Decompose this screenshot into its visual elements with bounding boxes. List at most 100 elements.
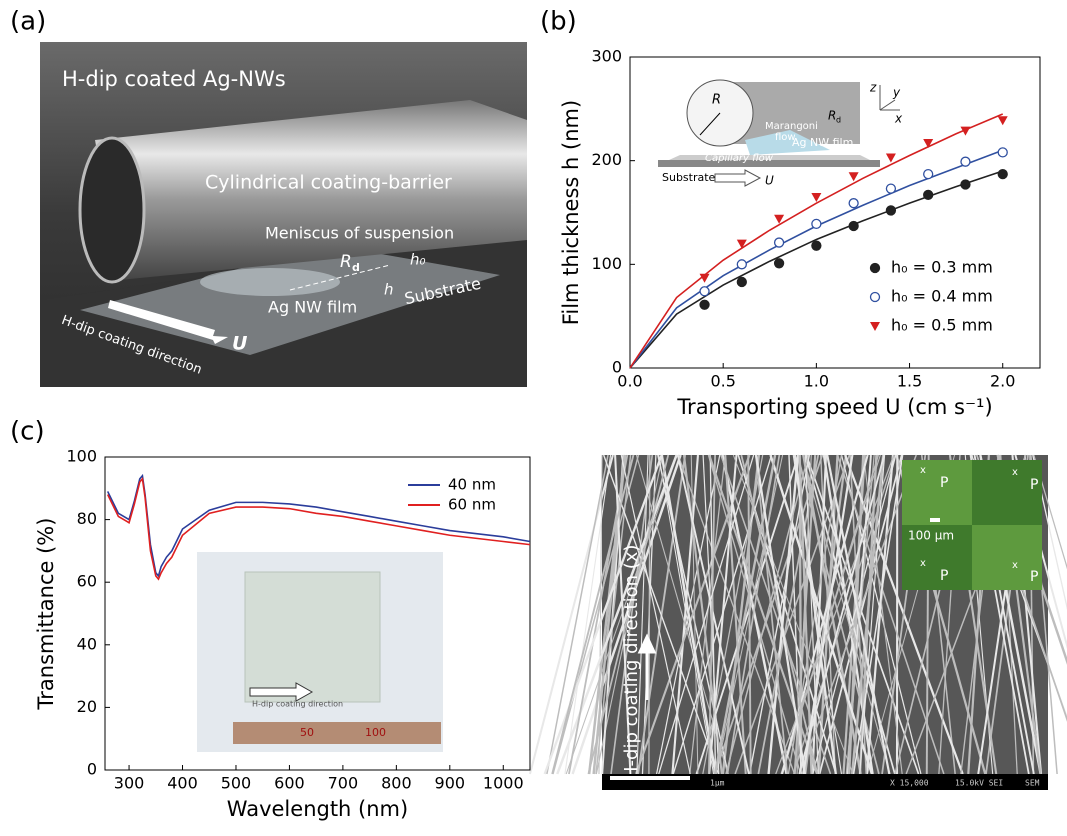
- x-tick-label: 1000: [483, 774, 524, 793]
- y-axis-label: Film thickness h (nm): [559, 100, 583, 325]
- x-tick-label: 400: [167, 774, 198, 793]
- photo-label: d: [352, 261, 360, 274]
- marker: [886, 206, 895, 215]
- arrow: [715, 170, 760, 186]
- photo-label: R: [340, 252, 352, 272]
- legend-label: 60 nm: [448, 496, 496, 514]
- inset-label: x: [1012, 467, 1018, 478]
- inset-label: x: [920, 465, 926, 476]
- photo-title: H-dip coated Ag-NWs: [62, 67, 286, 91]
- inset-label: Substrate: [662, 171, 716, 184]
- y-tick-label: 0: [87, 760, 97, 779]
- panel-label: (a): [10, 7, 46, 37]
- inset-label: Ag NW film: [792, 136, 853, 149]
- inset-label: P: [940, 568, 948, 584]
- y-tick-label: 60: [77, 572, 97, 591]
- scale-bar: [610, 776, 690, 780]
- scale-bar: [930, 518, 940, 522]
- inset-label: x: [920, 558, 926, 569]
- cylinder-end: [80, 138, 144, 282]
- x-tick-label: 0.5: [710, 372, 735, 391]
- inset-label: d: [836, 116, 841, 125]
- photo-label: Cylindrical coating-barrier: [205, 172, 452, 194]
- inset-label: y: [892, 86, 901, 100]
- marker: [737, 260, 746, 269]
- y-tick-label: 0: [612, 358, 622, 377]
- marker: [775, 259, 784, 268]
- photo-label: h₀: [410, 251, 426, 269]
- y-tick-label: 80: [77, 509, 97, 528]
- inset-label: P: [1030, 477, 1038, 493]
- photo-label: Meniscus of suspension: [265, 224, 454, 243]
- sem-info: X 15,000: [890, 779, 929, 788]
- inset-label: z: [869, 81, 877, 95]
- inset-label: 100 µm: [908, 529, 954, 543]
- x-tick-label: 2.0: [990, 372, 1015, 391]
- marker: [998, 148, 1007, 157]
- marker: [924, 190, 933, 199]
- meniscus: [200, 268, 340, 296]
- y-tick-label: 200: [591, 150, 622, 169]
- y-tick-label: 100: [591, 254, 622, 273]
- marker: [998, 170, 1007, 179]
- marker: [737, 277, 746, 286]
- marker: [849, 221, 858, 230]
- marker: [886, 154, 896, 163]
- sem-label: H-dip coating direction (x): [621, 545, 642, 780]
- x-tick-label: 900: [435, 774, 466, 793]
- x-tick-label: 600: [274, 774, 305, 793]
- inset-label: x: [894, 112, 903, 126]
- inset-label: Marangoni: [765, 121, 818, 132]
- ruler-label: 50: [300, 726, 314, 739]
- panel-label: (c): [10, 417, 45, 447]
- inset-b: R R d Marangoni flow Capillary flow Ag N…: [658, 80, 903, 188]
- marker: [998, 116, 1008, 125]
- marker: [961, 157, 970, 166]
- marker: [924, 170, 933, 179]
- ruler-label: 100: [365, 726, 386, 739]
- photo-label: h: [384, 281, 394, 299]
- figure: (a) (b) (c) H-dip coated Ag-NWs Cylindri…: [0, 0, 1067, 832]
- marker: [737, 240, 747, 249]
- x-tick-label: 1.5: [897, 372, 922, 391]
- y-tick-label: 300: [591, 47, 622, 66]
- inset-label: P: [1030, 569, 1038, 585]
- x-tick-label: 1.0: [804, 372, 829, 391]
- inset-c: H-dip coating direction 50 100: [197, 552, 443, 752]
- x-axis-label: Transporting speed U (cm s⁻¹): [676, 395, 992, 419]
- sem-info: SEM: [1025, 779, 1040, 788]
- y-tick-label: 20: [77, 697, 97, 716]
- y-axis-label: Transmittance (%): [34, 518, 58, 711]
- photo-a: H-dip coated Ag-NWs Cylindrical coating-…: [40, 42, 527, 387]
- legend-label: h₀ = 0.4 mm: [891, 287, 993, 306]
- inset-label: H-dip coating direction: [252, 700, 343, 709]
- inset-label: P: [940, 475, 948, 491]
- legend-label: h₀ = 0.3 mm: [891, 258, 993, 277]
- coated-film: [245, 572, 380, 702]
- inset-label: R: [712, 93, 721, 108]
- sem-info: 1µm: [710, 779, 725, 788]
- x-tick-label: 500: [221, 774, 252, 793]
- inset-label: U: [765, 174, 774, 188]
- photo-label: Ag NW film: [268, 298, 357, 317]
- marker: [812, 241, 821, 250]
- marker: [961, 180, 970, 189]
- legend-marker: [870, 322, 880, 331]
- panel-label: (b): [540, 7, 577, 37]
- inset-label: Capillary flow: [705, 153, 774, 164]
- inset-label: x: [1012, 560, 1018, 571]
- x-tick-label: 800: [381, 774, 412, 793]
- marker: [775, 238, 784, 247]
- marker: [886, 184, 895, 193]
- marker: [849, 199, 858, 208]
- marker: [923, 139, 933, 148]
- y-tick-label: 40: [77, 634, 97, 653]
- y-tick-label: 100: [66, 447, 97, 466]
- marker: [700, 287, 709, 296]
- marker: [700, 300, 709, 309]
- nanowire: [649, 455, 650, 774]
- x-tick-label: 300: [114, 774, 145, 793]
- legend-marker: [871, 293, 880, 302]
- x-tick-label: 700: [328, 774, 359, 793]
- marker: [812, 219, 821, 228]
